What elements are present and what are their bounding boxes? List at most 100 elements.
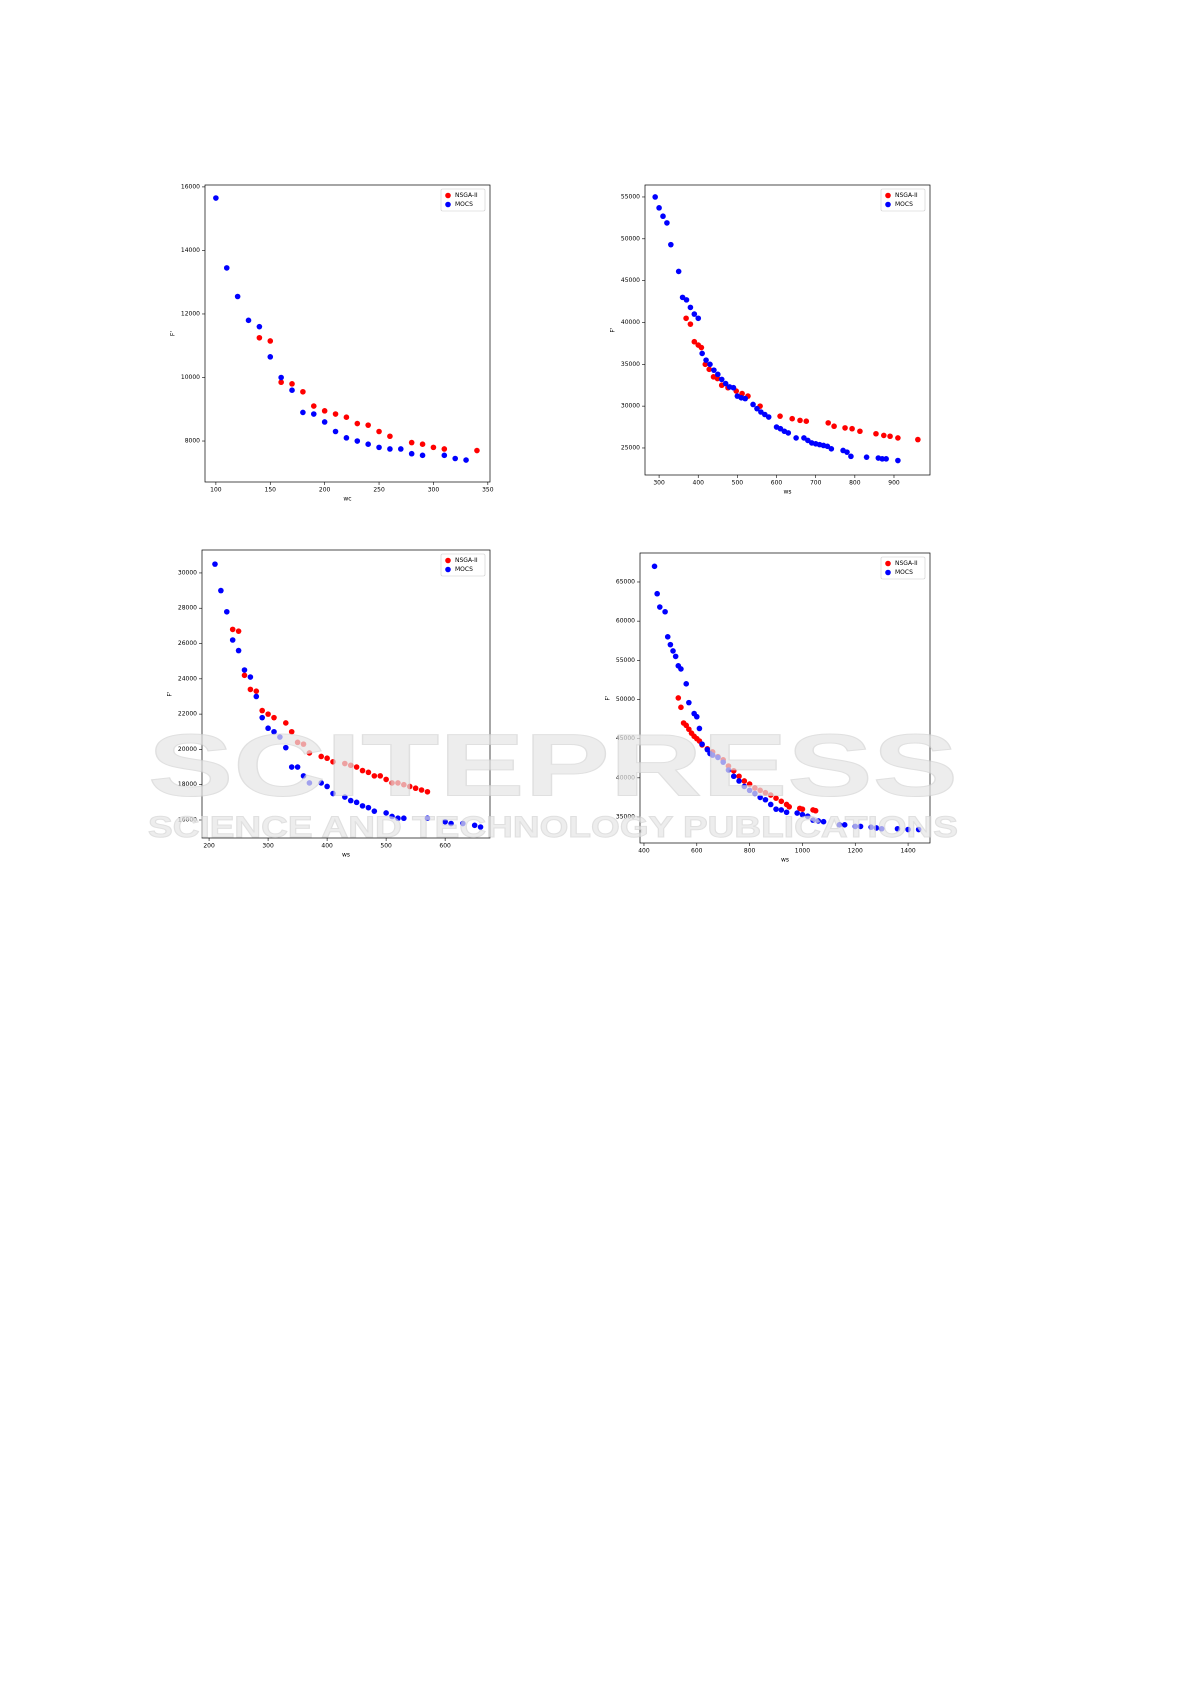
point — [706, 366, 713, 373]
point — [887, 433, 893, 440]
y-tick-label: 26000 — [178, 640, 197, 647]
y-tick-label: 55000 — [621, 193, 640, 200]
point — [704, 746, 711, 753]
legend-marker — [445, 566, 451, 573]
point — [683, 722, 690, 729]
y-tick-label: 22000 — [178, 711, 197, 718]
charts: 100 150 200 250 300 350 8000 10000 12000 14000 160… — [167, 183, 931, 864]
point — [306, 780, 313, 786]
point — [332, 428, 339, 435]
point — [773, 795, 779, 801]
y-tick-label: 30000 — [178, 569, 197, 576]
point — [265, 711, 271, 717]
legend-marker — [885, 192, 891, 199]
point — [289, 387, 295, 394]
legend-label: NSGA-II — [455, 557, 478, 564]
y-tick-label: 30000 — [621, 403, 640, 410]
point — [271, 714, 277, 721]
y-axis-label: F' — [170, 331, 177, 336]
point — [430, 444, 437, 451]
y-tick-label: 40000 — [621, 319, 640, 326]
point — [765, 414, 772, 420]
point — [715, 371, 721, 378]
point — [699, 350, 705, 357]
point — [672, 653, 679, 660]
point — [878, 825, 885, 832]
point — [691, 338, 698, 345]
x-axis-label: ws — [783, 489, 791, 496]
x-tick-label: 200 — [203, 843, 215, 850]
point — [463, 457, 469, 463]
point — [398, 446, 404, 452]
y-tick-label: 60000 — [616, 618, 635, 625]
point — [762, 789, 769, 796]
x-tick-label: 350 — [482, 487, 494, 494]
point — [836, 822, 843, 828]
y-tick-label: 20000 — [178, 746, 197, 753]
point — [703, 357, 709, 363]
point — [395, 780, 401, 786]
point — [442, 818, 448, 825]
point — [474, 447, 480, 454]
point — [707, 361, 713, 368]
point — [842, 425, 848, 431]
point — [881, 432, 887, 439]
plot-frame — [204, 184, 491, 483]
point — [419, 452, 426, 459]
point — [868, 824, 874, 830]
y-tick-label: 18000 — [178, 781, 197, 788]
point — [812, 807, 819, 814]
plot-frame — [201, 549, 491, 839]
point — [651, 563, 658, 570]
point — [714, 375, 721, 382]
point — [730, 773, 737, 780]
legend-marker — [885, 201, 891, 208]
point — [820, 818, 827, 825]
point — [778, 798, 785, 805]
y-tick-label: 16000 — [178, 817, 197, 824]
point — [794, 810, 800, 816]
point — [656, 205, 662, 211]
point — [288, 764, 295, 770]
point — [359, 803, 366, 809]
x-axis-label: wc — [343, 496, 351, 503]
point — [810, 817, 816, 823]
legend-marker — [885, 560, 891, 567]
point — [691, 311, 698, 317]
point — [777, 413, 783, 419]
point — [687, 304, 694, 311]
point — [895, 457, 901, 464]
point — [736, 773, 742, 780]
point — [657, 604, 663, 610]
x-tick-label: 300 — [653, 480, 665, 487]
point — [353, 764, 360, 770]
point — [767, 801, 774, 808]
point — [342, 760, 348, 767]
legend-marker — [445, 192, 451, 199]
point — [696, 725, 703, 732]
point — [300, 388, 306, 395]
point — [259, 714, 265, 721]
point — [324, 755, 330, 762]
point — [815, 818, 822, 824]
point — [441, 452, 448, 459]
y-tick-label: 8000 — [185, 438, 200, 445]
point — [883, 456, 889, 462]
x-tick-label: 1200 — [848, 848, 863, 855]
point — [278, 374, 284, 381]
point — [715, 754, 721, 761]
legend-box — [440, 553, 486, 577]
point — [354, 420, 361, 427]
point — [739, 390, 745, 397]
point — [797, 417, 803, 424]
x-tick-label: 700 — [810, 480, 822, 487]
point — [757, 794, 763, 801]
point — [310, 411, 317, 417]
y-tick-label: 24000 — [178, 675, 197, 682]
point — [848, 453, 854, 460]
point — [401, 781, 407, 788]
x-tick-label: 150 — [265, 487, 277, 494]
point — [223, 608, 230, 615]
point — [332, 411, 339, 417]
point — [359, 767, 366, 774]
